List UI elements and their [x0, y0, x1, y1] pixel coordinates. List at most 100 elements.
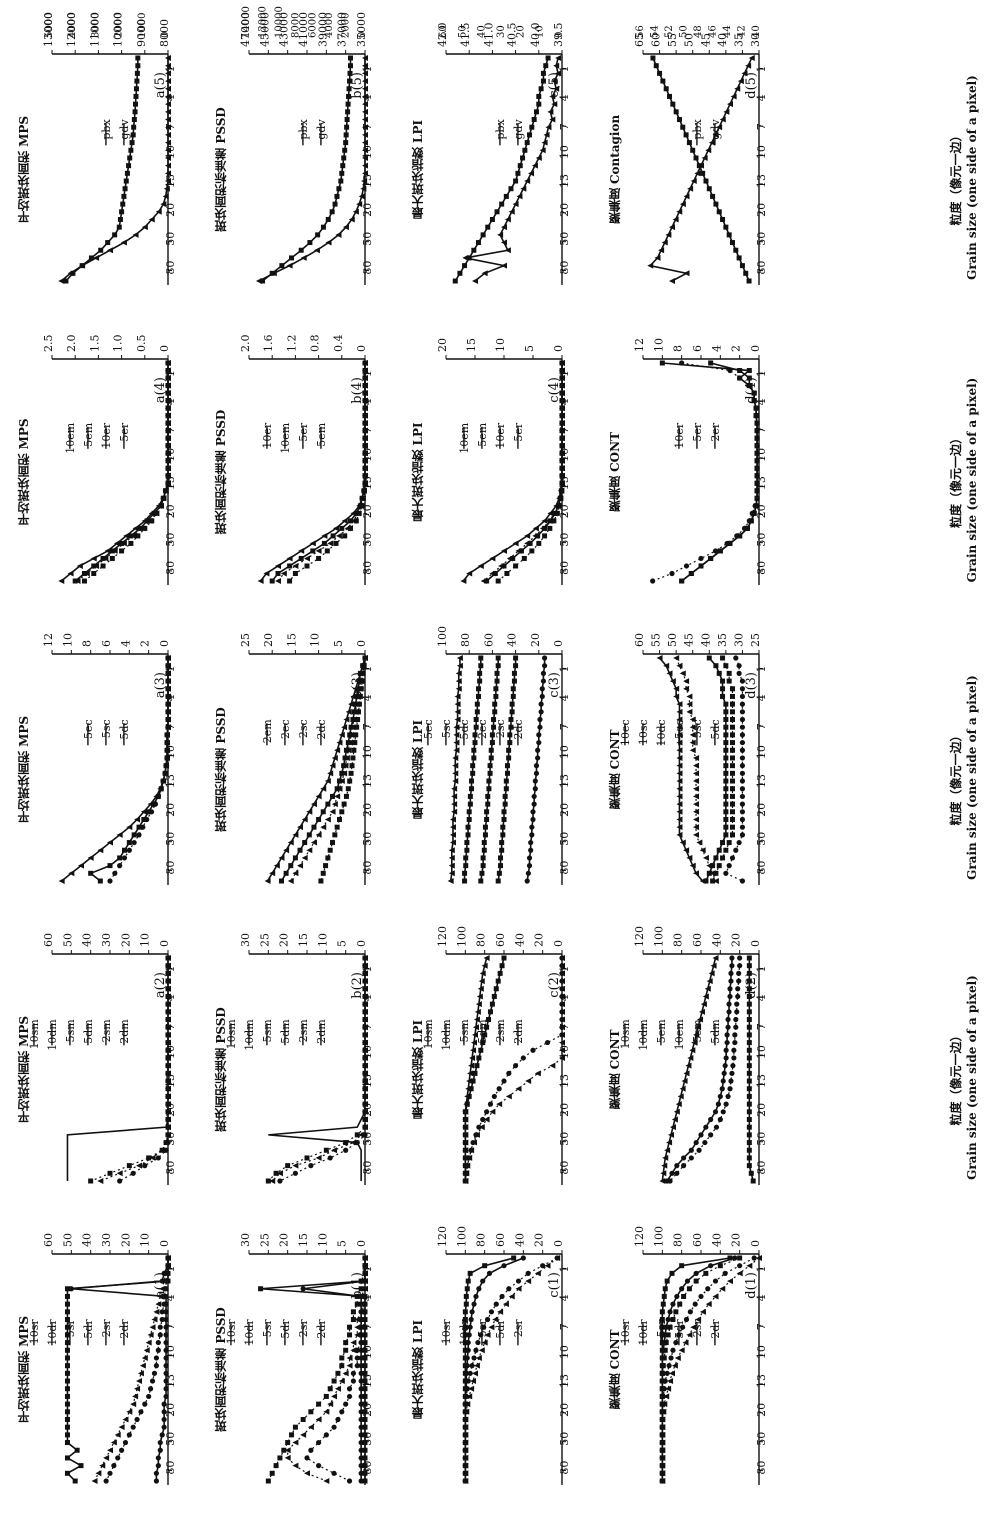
data-point [469, 1363, 475, 1369]
data-point [481, 847, 487, 853]
legend-label: 10ec [619, 719, 632, 746]
legend-label: 10sr [440, 1319, 453, 1345]
data-point [335, 231, 342, 238]
data-point [737, 78, 744, 85]
data-point [746, 1063, 752, 1069]
data-point [331, 1378, 337, 1384]
y-tick-label: 40.0 [529, 23, 542, 48]
data-point [729, 1070, 735, 1076]
data-point [667, 1178, 673, 1184]
data-point [323, 1147, 329, 1153]
data-point [660, 1170, 667, 1177]
data-point [717, 1116, 723, 1123]
data-point [524, 140, 530, 146]
panel-label: d(5) [744, 72, 759, 99]
data-point [362, 1278, 368, 1284]
data-point [730, 1063, 736, 1069]
data-point [693, 754, 700, 761]
data-point [703, 178, 709, 184]
data-point [475, 686, 481, 692]
y-tick-label: 0.5 [135, 335, 148, 353]
data-point [463, 855, 469, 861]
data-point [358, 1293, 365, 1300]
y-tick-label: 2 [139, 640, 152, 647]
data-point [165, 116, 171, 123]
data-point [723, 663, 729, 669]
data-point [735, 993, 741, 1000]
data-point [737, 963, 743, 969]
data-point [753, 413, 759, 419]
data-point [298, 547, 305, 554]
data-point [467, 793, 473, 799]
data-point [694, 170, 701, 177]
data-point [713, 1124, 720, 1130]
data-point [739, 747, 746, 753]
data-point [494, 678, 500, 684]
legend-label: 2sm [494, 1019, 507, 1043]
data-point [476, 1286, 482, 1292]
data-point [559, 473, 565, 479]
y-tick-label: 45 [699, 33, 712, 47]
data-point [348, 63, 353, 69]
data-point [538, 86, 544, 92]
x-tick-label: 50 [361, 232, 374, 246]
data-point [165, 1070, 171, 1076]
data-point [488, 755, 494, 761]
legend-label: 5sc [691, 719, 704, 738]
data-point [741, 525, 748, 531]
data-point [356, 201, 363, 208]
data-point [542, 533, 548, 539]
y-tick-label: 0 [158, 940, 171, 947]
data-point [729, 963, 735, 969]
data-point [520, 1055, 526, 1061]
y-tick-label: 2.0 [65, 335, 78, 353]
series-line [464, 1257, 558, 1481]
legend-label: 10sm [422, 1019, 435, 1050]
data-point [737, 375, 743, 381]
x-tick-label: 20 [558, 1103, 571, 1117]
data-point [361, 488, 367, 494]
data-point [58, 878, 65, 884]
data-point [501, 816, 507, 822]
y-tick-label: 9000 [135, 19, 148, 47]
data-point [115, 1455, 121, 1461]
data-point [362, 1378, 368, 1384]
data-point [161, 1301, 167, 1307]
data-point [64, 1340, 70, 1346]
data-point [323, 863, 329, 869]
data-point [484, 1316, 491, 1323]
y-tick-label: 13000 [42, 12, 55, 47]
data-point [462, 1317, 468, 1323]
data-point [712, 548, 719, 554]
data-point [341, 770, 348, 777]
data-point [690, 178, 697, 185]
x-tick-label: 1 [558, 1265, 571, 1272]
data-point [559, 963, 565, 969]
x-tick-label: 4 [755, 994, 768, 1001]
data-point [165, 724, 171, 730]
data-point [362, 473, 368, 479]
data-point [544, 1262, 551, 1269]
data-point [165, 62, 171, 69]
data-point [354, 1324, 361, 1331]
data-point [334, 793, 341, 800]
legend-label: 10sm [619, 1019, 632, 1050]
x-tick-label: 50 [755, 533, 768, 547]
data-point [269, 1178, 276, 1184]
data-point [726, 1009, 732, 1015]
y-axis-title: 平均斑块面积 MPS [17, 418, 31, 526]
data-point [729, 793, 735, 799]
data-point [165, 686, 171, 692]
data-point [327, 847, 333, 853]
data-point [749, 510, 755, 516]
series-line [661, 1257, 755, 1481]
data-point [501, 239, 507, 246]
data-point [462, 1439, 468, 1446]
y-tick-label: 0.4 [332, 335, 345, 353]
y2-tick-label: 4000 [324, 13, 335, 38]
data-point [354, 1139, 360, 1146]
data-point [286, 262, 293, 269]
legend-label: 5sr [655, 1319, 668, 1338]
data-point [540, 678, 547, 684]
data-point [153, 1470, 159, 1476]
